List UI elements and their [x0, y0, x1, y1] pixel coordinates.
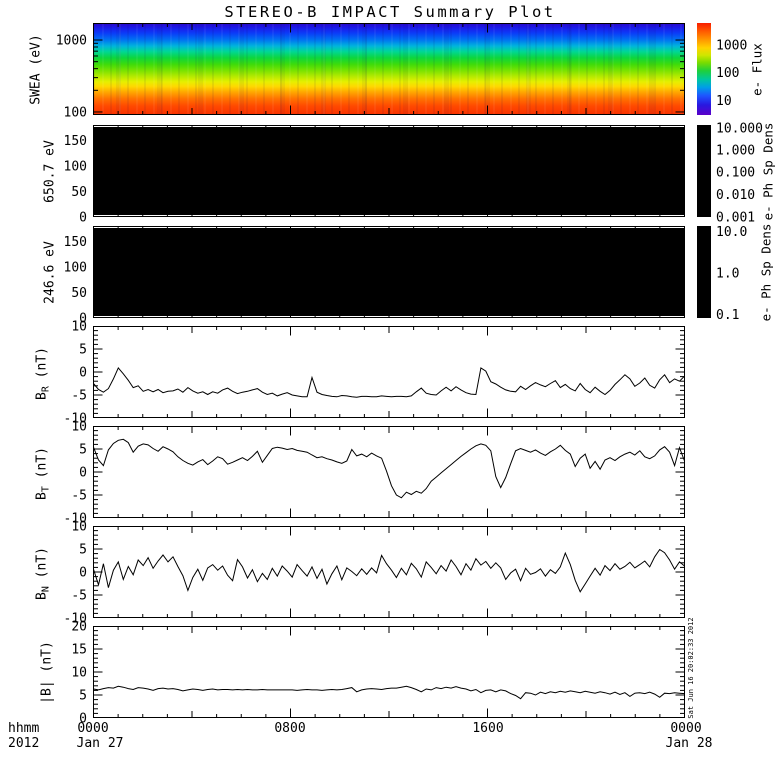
b-mag-line	[93, 685, 685, 700]
svg-text:-5: -5	[71, 589, 87, 604]
svg-text:10: 10	[71, 520, 87, 535]
creation-timestamp-text: Sat Jun 16 20:02:33 2012	[687, 617, 695, 719]
b-t-line	[93, 438, 685, 499]
svg-text:10: 10	[716, 94, 732, 109]
svg-text:-10: -10	[64, 512, 87, 527]
svg-text:1000: 1000	[716, 39, 747, 54]
bmag-axis-label: |B| (nT)	[40, 608, 55, 738]
flux-colorbar	[697, 23, 711, 115]
x-tick-0800: 0800	[274, 721, 306, 736]
swea-axis-label-text: SWEA (eV)	[28, 34, 44, 105]
svg-text:10: 10	[71, 420, 87, 435]
svg-text:1000: 1000	[56, 34, 87, 49]
bt-axis-label-unit: (nT)	[34, 447, 50, 487]
svg-text:0.001: 0.001	[716, 211, 755, 226]
bn-axis-label-sub: N	[40, 586, 52, 593]
swea-axis-label: SWEA (eV)	[29, 5, 44, 135]
svg-text:10.0: 10.0	[716, 225, 747, 240]
svg-text:20: 20	[71, 620, 87, 635]
svg-text:-5: -5	[71, 489, 87, 504]
svg-text:0: 0	[79, 211, 87, 226]
svg-text:100: 100	[64, 159, 87, 174]
x-tick-1600: 1600	[472, 721, 504, 736]
svg-text:10: 10	[71, 320, 87, 335]
bt-axis-label-sub: T	[40, 486, 52, 493]
svg-text:0.100: 0.100	[716, 165, 755, 180]
svg-text:0.010: 0.010	[716, 188, 755, 203]
x-date-jan28: Jan 28	[665, 736, 713, 751]
svg-text:150: 150	[64, 235, 87, 250]
svg-text:0: 0	[79, 566, 87, 581]
page-title: STEREO-B IMPACT Summary Plot	[224, 3, 556, 21]
pad-246-panel-fill	[93, 228, 685, 316]
x-axis-format-label: hhmm	[8, 721, 40, 736]
svg-text:1.0: 1.0	[716, 266, 739, 281]
svg-text:5: 5	[79, 689, 87, 704]
pad-246-axis-label-text: 246.6 eV	[42, 241, 58, 304]
pad-650-colorbar-title-text: e- Ph Sp Dens	[760, 122, 776, 221]
svg-text:100: 100	[64, 105, 87, 120]
x-tick-0000-right: 0000	[670, 721, 702, 736]
x-date-jan27: Jan 27	[76, 736, 124, 751]
pad-246-colorbar-title-text: e- Ph Sp Dens	[758, 223, 774, 322]
svg-text:5: 5	[79, 543, 87, 558]
data-lines	[93, 366, 685, 700]
svg-text:0: 0	[79, 466, 87, 481]
svg-text:-5: -5	[71, 389, 87, 404]
pad-650-colorbar	[697, 125, 711, 217]
svg-text:0.1: 0.1	[716, 308, 739, 323]
svg-text:10: 10	[71, 666, 87, 681]
svg-text:0: 0	[79, 366, 87, 381]
svg-text:150: 150	[64, 134, 87, 149]
swea-spectrogram	[93, 23, 685, 115]
svg-text:0: 0	[79, 312, 87, 327]
svg-text:5: 5	[79, 343, 87, 358]
bn-axis-label-unit: (nT)	[34, 547, 50, 587]
x-tick-0000-left: 0000	[77, 721, 109, 736]
svg-text:50: 50	[71, 185, 87, 200]
bt-axis-label-main: B	[34, 492, 50, 500]
pad-246-colorbar-title: e- Ph Sp Dens	[759, 208, 774, 338]
pad-246-colorbar	[697, 226, 711, 318]
svg-text:5: 5	[79, 443, 87, 458]
bn-axis-label-main: B	[34, 592, 50, 600]
svg-text:-10: -10	[64, 412, 87, 427]
creation-timestamp: Sat Jun 16 20:02:33 2012	[687, 603, 695, 733]
pad-650-axis-label-text: 650.7 eV	[42, 140, 58, 203]
x-axis-year-label: 2012	[8, 736, 40, 751]
br-axis-label-unit: (nT)	[34, 347, 50, 387]
svg-text:15: 15	[71, 643, 87, 658]
flux-colorbar-title-text: e- Flux	[749, 43, 765, 96]
svg-text:100: 100	[716, 66, 739, 81]
svg-text:100: 100	[64, 260, 87, 275]
pad-650-panel-fill	[93, 127, 685, 215]
br-axis-label-sub: R	[40, 386, 52, 393]
br-axis-label-main: B	[34, 392, 50, 400]
b-n-line	[93, 548, 685, 593]
b-r-line	[93, 366, 685, 398]
bmag-axis-label-text: |B| (nT)	[39, 641, 55, 704]
svg-text:1.000: 1.000	[716, 143, 755, 158]
svg-text:-10: -10	[64, 612, 87, 627]
svg-text:50: 50	[71, 286, 87, 301]
